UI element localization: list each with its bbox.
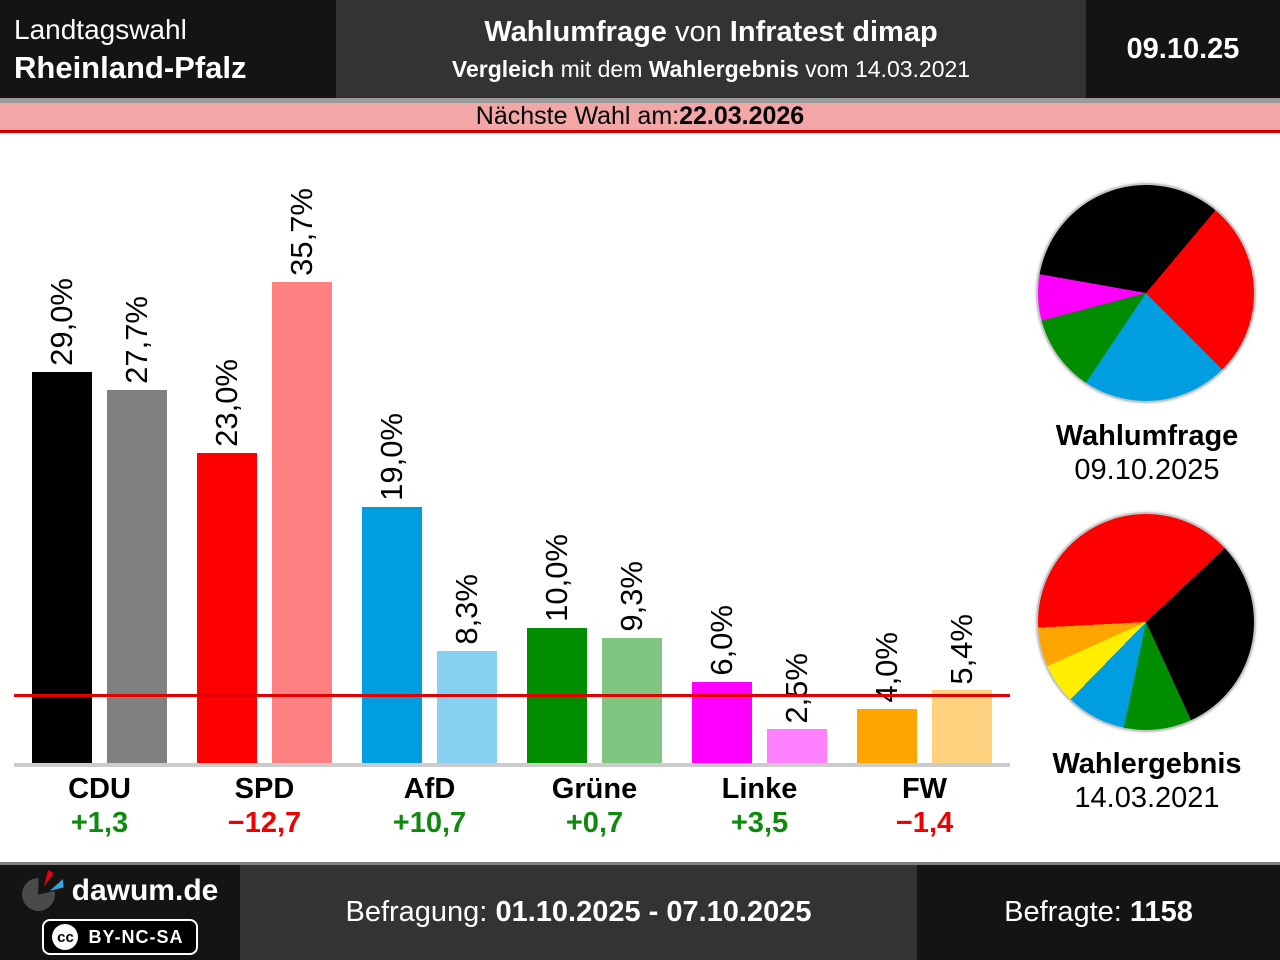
party-label-cdu: CDU — [68, 773, 131, 805]
value-text: 4,0% — [869, 632, 904, 704]
bar-cdu-current — [32, 372, 92, 763]
survey-period: 01.10.2025 - 07.10.2025 — [495, 896, 812, 928]
bar-value-afd-previous: 8,3% — [437, 574, 497, 645]
bar-value-cdu-current: 29,0% — [32, 278, 92, 366]
survey-label: Befragung: — [345, 896, 488, 928]
pie-wahlumfrage-date: 09.10.2025 — [1074, 454, 1220, 486]
subtitle-result: Wahlergebnis — [648, 55, 799, 82]
bar-chart: Wahlumfrage 09.10.2025 Wahlergebnis 14.0… — [0, 133, 1280, 862]
bar-spd-current — [197, 453, 257, 763]
bar-spd-previous — [272, 281, 332, 763]
next-election-banner: Nächste Wahl am: 22.03.2026 — [0, 98, 1280, 133]
next-election-date: 22.03.2026 — [679, 102, 805, 130]
value-text: 6,0% — [704, 605, 739, 677]
party-label-linke: Linke — [721, 773, 798, 805]
bar-value-spd-previous: 35,7% — [272, 188, 332, 276]
license-text: BY-NC-SA — [88, 926, 184, 947]
footer: dawum.de cc BY-NC-SA Befragung: 01.10.20… — [0, 862, 1280, 960]
respondents-count: 1158 — [1129, 896, 1193, 928]
dawum-logo-icon — [21, 870, 64, 912]
bar-value-gruene-current: 10,0% — [527, 534, 587, 622]
delta-gruene: +0,7 — [565, 807, 624, 839]
footer-brand-panel: dawum.de cc BY-NC-SA — [0, 865, 240, 960]
value-text: 10,0% — [539, 534, 574, 623]
pie-wahlergebnis — [1036, 512, 1256, 732]
delta-fw: −1,4 — [895, 807, 954, 839]
pie-wahlumfrage-title: Wahlumfrage — [1055, 420, 1239, 452]
bar-value-linke-current: 6,0% — [692, 605, 752, 676]
header: Landtagswahl Rheinland-Pfalz Wahlumfrage… — [0, 0, 1280, 98]
party-label-fw: FW — [901, 773, 948, 805]
bar-linke-previous — [767, 729, 827, 763]
value-text: 2,5% — [779, 652, 814, 724]
value-text: 29,0% — [44, 278, 79, 367]
bar-gruene-previous — [602, 637, 662, 763]
bar-value-cdu-previous: 27,7% — [107, 296, 167, 384]
bar-fw-current — [857, 709, 917, 763]
pie-wahlergebnis-title: Wahlergebnis — [1052, 748, 1242, 780]
subtitle-mid: mit dem — [554, 55, 649, 82]
bar-value-linke-previous: 2,5% — [767, 653, 827, 724]
value-text: 9,3% — [614, 560, 649, 632]
pie-wahlumfrage — [1036, 183, 1256, 403]
respondents-panel: Befragte: 1158 — [917, 865, 1280, 960]
bar-cdu-previous — [107, 389, 167, 763]
header-date: 09.10.25 — [1086, 0, 1280, 98]
bar-value-afd-current: 19,0% — [362, 413, 422, 501]
value-text: 5,4% — [944, 613, 979, 685]
region-title: Rheinland-Pfalz — [14, 50, 247, 85]
five-percent-threshold-line — [14, 694, 1010, 697]
poll-subtitle: Vergleich mit dem Wahlergebnis vom 14.03… — [452, 56, 970, 83]
bar-value-fw-previous: 5,4% — [932, 614, 992, 685]
bar-fw-previous — [932, 690, 992, 763]
value-text: 35,7% — [284, 187, 319, 276]
value-text: 19,0% — [374, 413, 409, 501]
x-axis-line — [14, 763, 1010, 767]
bar-afd-current — [362, 506, 422, 763]
delta-linke: +3,5 — [730, 807, 789, 839]
bar-value-gruene-previous: 9,3% — [602, 561, 662, 632]
poll-title-connector: von — [666, 15, 730, 48]
delta-spd: −12,7 — [227, 807, 302, 839]
survey-period-panel: Befragung: 01.10.2025 - 07.10.2025 — [240, 865, 917, 960]
value-text: 23,0% — [209, 359, 244, 447]
respondents-label: Befragte: — [1004, 896, 1122, 928]
subtitle-date: vom 14.03.2021 — [798, 55, 971, 82]
logo-red-slice — [43, 870, 54, 887]
header-left: Landtagswahl Rheinland-Pfalz — [0, 0, 336, 98]
poll-title-kind: Wahlumfrage — [484, 15, 667, 48]
party-label-afd: AfD — [403, 773, 456, 805]
election-type: Landtagswahl — [14, 14, 187, 45]
delta-afd: +10,7 — [392, 807, 467, 839]
bar-value-spd-current: 23,0% — [197, 359, 257, 447]
subtitle-compare: Vergleich — [451, 55, 555, 82]
poll-title: Wahlumfrage von Infratest dimap — [484, 16, 937, 49]
party-label-spd: SPD — [234, 773, 295, 805]
value-text: 8,3% — [449, 574, 484, 646]
cc-license-badge: cc BY-NC-SA — [42, 919, 198, 955]
party-label-gruene: Grüne — [551, 773, 638, 805]
bar-value-fw-current: 4,0% — [857, 632, 917, 703]
pie-wahlergebnis-date: 14.03.2021 — [1074, 782, 1220, 814]
header-center: Wahlumfrage von Infratest dimap Vergleic… — [336, 0, 1086, 98]
value-text: 27,7% — [119, 295, 154, 384]
bar-afd-previous — [437, 651, 497, 763]
cc-icon: cc — [52, 924, 79, 950]
delta-cdu: +1,3 — [70, 807, 129, 839]
brand-row: dawum.de — [21, 870, 219, 912]
brand-name: dawum.de — [71, 874, 219, 907]
poll-institute: Infratest dimap — [729, 15, 938, 48]
next-election-text: Nächste Wahl am: — [475, 102, 680, 130]
